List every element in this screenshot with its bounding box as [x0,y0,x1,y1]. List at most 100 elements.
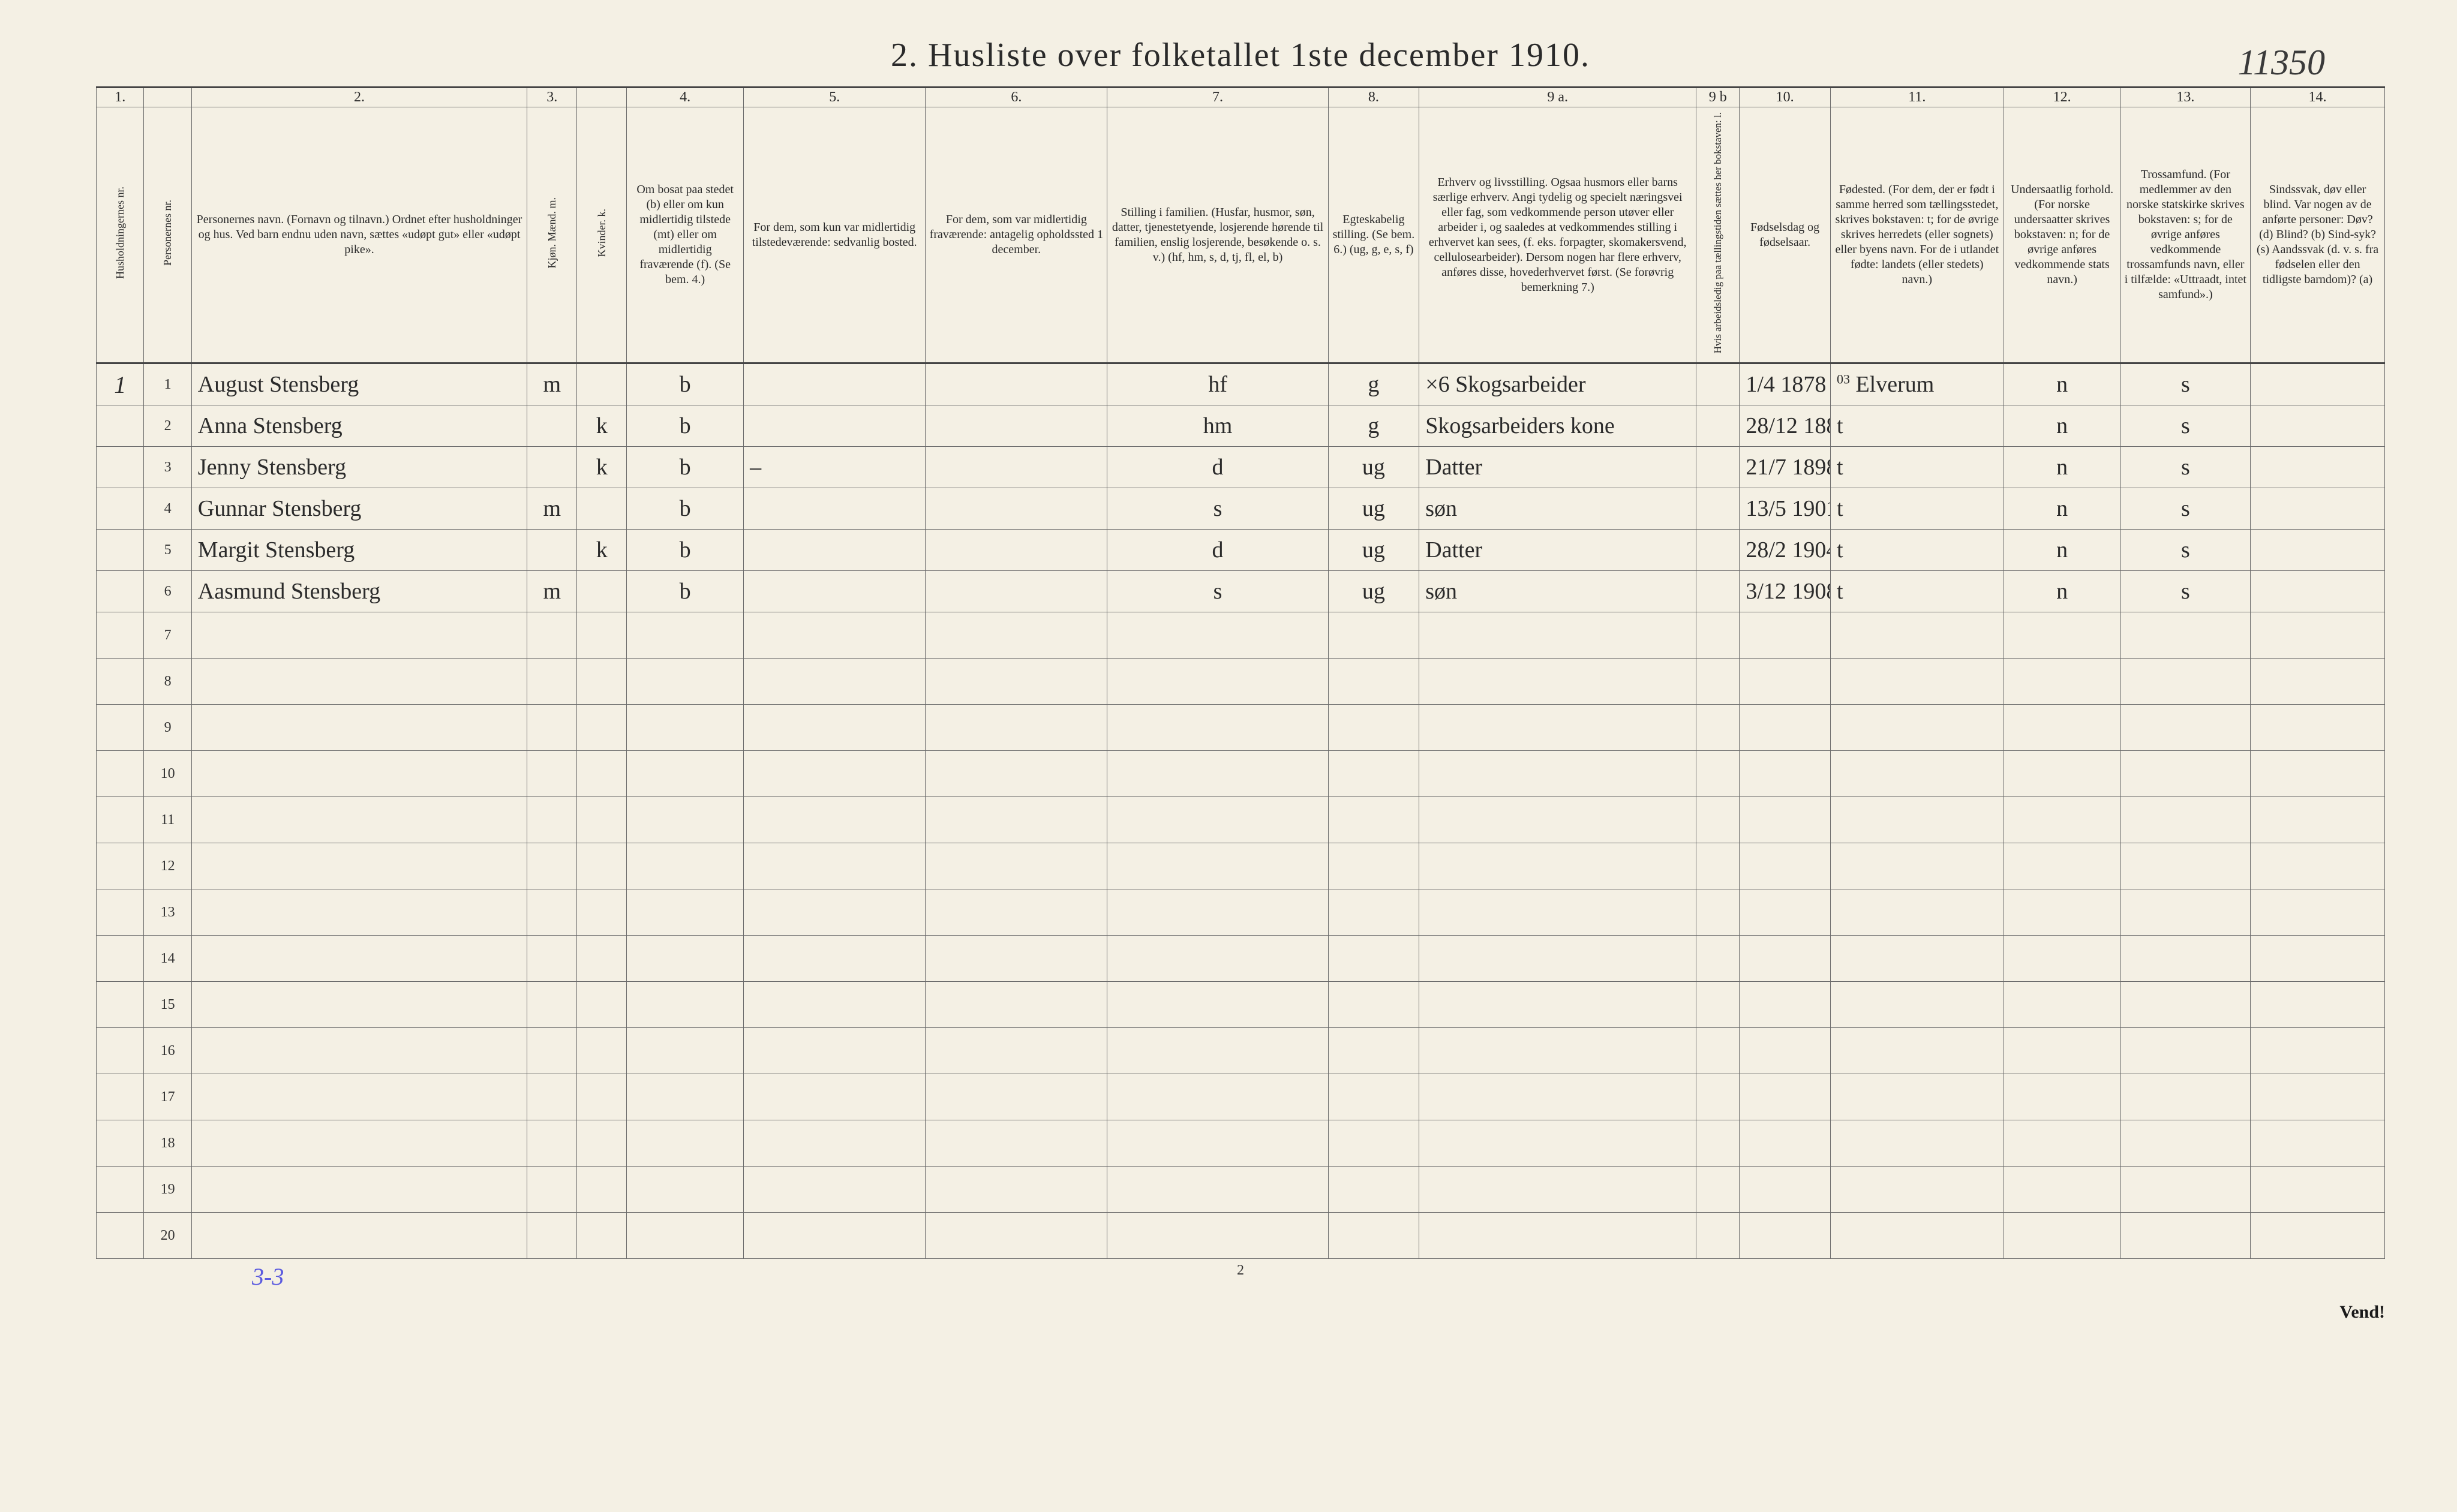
column-number: 5. [744,88,926,107]
cell-wl [1696,363,1740,405]
cell-empty [1830,982,2004,1028]
cell-empty [627,751,744,797]
title-row: 2. Husliste over folketallet 1ste decemb… [96,36,2385,74]
cell-empty [1830,1074,2004,1120]
cell-nat: n [2004,530,2120,571]
cell-empty [191,612,527,659]
cell-empty [191,659,527,705]
cell-empty [1740,982,1831,1028]
cell-empty [744,1120,926,1167]
cell-empty: 10 [144,751,191,797]
cell-empty [1696,659,1740,705]
cell-sex_m: m [527,571,577,612]
cell-empty [1419,797,1696,843]
cell-absent [926,447,1107,488]
cell-empty [191,751,527,797]
cell-sex_m [527,405,577,447]
cell-empty [1419,982,1696,1028]
cell-empty [2120,1028,2251,1074]
cell-empty [2251,1028,2385,1074]
cell-rel: s [2120,571,2251,612]
cell-rel: s [2120,363,2251,405]
cell-empty [97,1074,144,1120]
cell-empty [1696,1120,1740,1167]
table-row-empty: 10 [97,751,2385,797]
table-row-empty: 7 [97,612,2385,659]
cell-empty [1107,936,1328,982]
column-number: 12. [2004,88,2120,107]
cell-empty [2120,705,2251,751]
cell-dob: 28/2 1904 [1740,530,1831,571]
cell-sex_m: m [527,488,577,530]
cell-empty [2120,936,2251,982]
data-body: 11August Stensbergmbhfg×6 Skogsarbeider1… [97,363,2385,1259]
cell-hh: 1 [97,363,144,405]
cell-sex_m [527,530,577,571]
cell-empty [1740,889,1831,936]
cell-empty [1107,659,1328,705]
cell-empty [926,797,1107,843]
cell-res: b [627,363,744,405]
cell-occ: Datter [1419,530,1696,571]
cell-empty [191,1120,527,1167]
table-row-empty: 8 [97,659,2385,705]
cell-empty [191,1167,527,1213]
cell-empty [1740,1120,1831,1167]
cell-name: Anna Stensberg [191,405,527,447]
cell-mar: g [1328,405,1419,447]
cell-dis [2251,571,2385,612]
cell-empty [1419,843,1696,889]
cell-empty [744,612,926,659]
cell-dob: 13/5 1901 [1740,488,1831,530]
cell-empty: 17 [144,1074,191,1120]
cell-empty [1740,797,1831,843]
cell-empty [527,936,577,982]
cell-tmp [744,363,926,405]
cell-empty [527,843,577,889]
cell-empty [1107,751,1328,797]
cell-occ: Skogsarbeiders kone [1419,405,1696,447]
column-number: 1. [97,88,144,107]
cell-empty [926,1028,1107,1074]
table-row-empty: 14 [97,936,2385,982]
cell-name: Margit Stensberg [191,530,527,571]
cell-empty [627,1074,744,1120]
cell-bplace: t [1830,405,2004,447]
table-row-empty: 15 [97,982,2385,1028]
cell-empty [1419,936,1696,982]
cell-absent [926,530,1107,571]
cell-empty [97,659,144,705]
cell-nat: n [2004,363,2120,405]
table-row-empty: 13 [97,889,2385,936]
cell-dis [2251,447,2385,488]
cell-absent [926,363,1107,405]
cell-empty [1107,889,1328,936]
cell-empty [926,1167,1107,1213]
cell-empty [2251,797,2385,843]
cell-empty [1328,1074,1419,1120]
cell-empty [1328,1213,1419,1259]
cell-empty: 7 [144,612,191,659]
cell-fam: hm [1107,405,1328,447]
cell-empty: 14 [144,936,191,982]
cell-hh [97,488,144,530]
cell-empty [1419,889,1696,936]
cell-empty [191,1028,527,1074]
cell-empty [744,751,926,797]
cell-empty [191,797,527,843]
cell-empty [2004,1167,2120,1213]
cell-empty [1328,612,1419,659]
cell-empty [926,1120,1107,1167]
cell-empty [926,705,1107,751]
cell-empty [1328,705,1419,751]
column-number: 10. [1740,88,1831,107]
cell-tmp [744,571,926,612]
cell-dis [2251,530,2385,571]
column-number: 14. [2251,88,2385,107]
cell-empty [1696,1028,1740,1074]
cell-empty [527,1028,577,1074]
cell-empty [577,1028,627,1074]
cell-wl [1696,488,1740,530]
cell-hh [97,571,144,612]
header-row: Husholdningernes nr. Personernes nr. Per… [97,107,2385,363]
